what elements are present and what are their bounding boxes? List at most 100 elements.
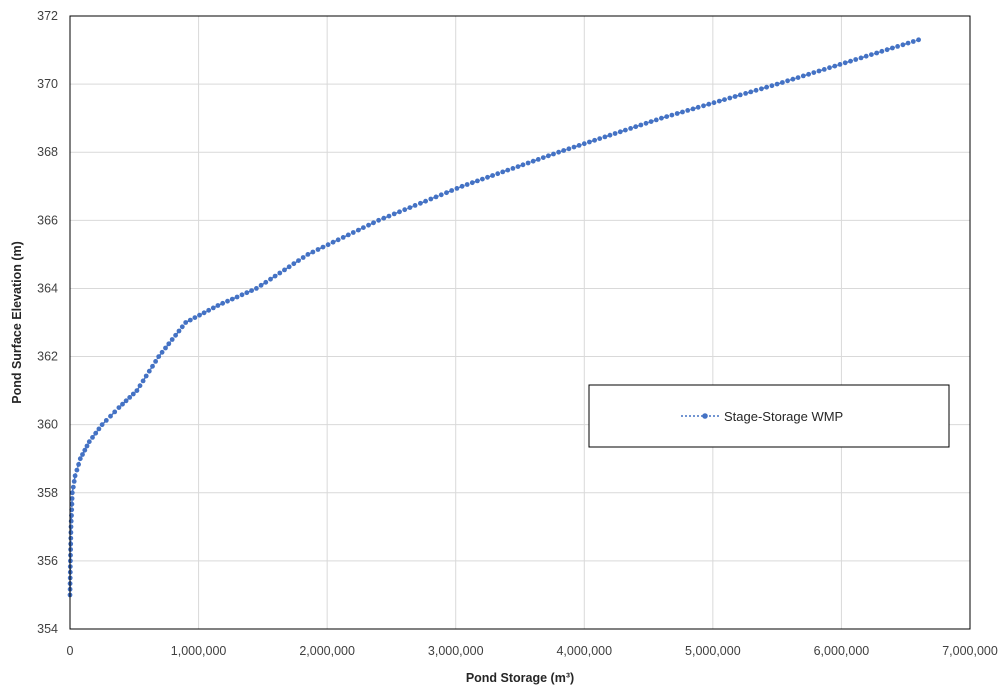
data-point [418, 200, 423, 206]
data-point [701, 103, 706, 109]
data-point [546, 153, 551, 159]
data-point [510, 166, 516, 171]
grid-lines [69, 15, 971, 630]
data-point [607, 132, 613, 138]
data-point [391, 211, 397, 217]
data-point [68, 535, 74, 541]
data-point [879, 48, 885, 54]
data-series [67, 37, 921, 598]
data-point [69, 490, 75, 496]
data-point [832, 63, 838, 69]
data-point [340, 235, 346, 240]
data-point [163, 345, 168, 351]
data-point [874, 50, 880, 56]
data-point [643, 120, 649, 126]
data-point [648, 119, 654, 124]
data-point [602, 134, 608, 140]
data-point [130, 391, 136, 397]
data-point [386, 213, 392, 219]
data-point [254, 286, 259, 291]
data-point [263, 279, 269, 285]
data-point [310, 249, 316, 255]
y-tick-label: 366 [37, 213, 58, 227]
data-point [296, 258, 301, 263]
data-point [229, 296, 235, 302]
data-point [785, 78, 790, 84]
data-point [86, 439, 92, 445]
y-tick-label: 364 [37, 281, 58, 295]
data-point [780, 80, 785, 85]
y-tick-label: 360 [37, 418, 58, 432]
legend-label: Stage-Storage WMP [724, 409, 843, 424]
data-point [69, 501, 75, 507]
data-point [366, 222, 371, 228]
x-tick-labels: 0 1,000,000 2,000,000 3,000,000 4,000,000 5,0… [67, 644, 998, 658]
data-point [127, 395, 133, 400]
data-point [685, 108, 691, 113]
data-point [72, 473, 78, 479]
data-point [884, 47, 890, 53]
data-point [566, 146, 572, 152]
data-point [628, 125, 633, 131]
x-axis-title: Pond Storage (m³) [466, 671, 574, 685]
data-point [268, 276, 273, 282]
data-point [140, 378, 146, 384]
data-point [116, 405, 122, 410]
data-point [74, 467, 80, 473]
data-point [505, 167, 511, 173]
data-point [176, 328, 182, 334]
data-point [438, 192, 444, 198]
data-point [215, 303, 221, 308]
data-point [76, 462, 81, 467]
data-point [412, 203, 418, 208]
data-point [727, 95, 733, 101]
y-tick-label: 358 [37, 486, 58, 500]
data-point [811, 70, 817, 75]
data-point [220, 300, 226, 306]
data-point [576, 143, 582, 148]
data-point [617, 129, 623, 135]
x-tick-label: 3,000,000 [428, 644, 484, 658]
data-point [800, 73, 806, 79]
data-point [169, 337, 175, 342]
x-tick-label: 5,000,000 [685, 644, 741, 658]
data-point [706, 101, 712, 107]
data-point [795, 75, 801, 80]
data-point [112, 409, 118, 415]
data-point [330, 239, 336, 245]
x-tick-label: 7,000,000 [942, 644, 998, 658]
data-point [490, 173, 495, 178]
data-point [597, 136, 603, 142]
data-point [753, 87, 759, 93]
data-point [80, 452, 85, 457]
data-point [166, 341, 172, 347]
data-point [827, 65, 832, 71]
data-point [108, 413, 113, 419]
data-point [769, 83, 775, 89]
data-point [173, 332, 179, 338]
y-tick-label: 356 [37, 554, 58, 568]
x-tick-label: 1,000,000 [171, 644, 227, 658]
data-point [120, 401, 125, 407]
data-point [183, 320, 189, 325]
legend-marker [702, 413, 708, 419]
data-point [695, 104, 701, 110]
data-point [350, 230, 356, 235]
data-point [587, 139, 592, 145]
data-point [69, 496, 75, 501]
data-point [900, 42, 906, 48]
data-point [659, 115, 664, 121]
data-point [291, 261, 297, 267]
data-point [561, 148, 567, 153]
x-tick-label: 6,000,000 [814, 644, 870, 658]
data-point [571, 144, 577, 150]
data-point [187, 317, 193, 323]
data-point [423, 198, 428, 204]
data-point [361, 225, 366, 231]
data-point [711, 100, 717, 106]
data-point [150, 363, 155, 369]
data-point [381, 215, 387, 221]
series-line [69, 39, 919, 595]
data-point [335, 237, 341, 243]
